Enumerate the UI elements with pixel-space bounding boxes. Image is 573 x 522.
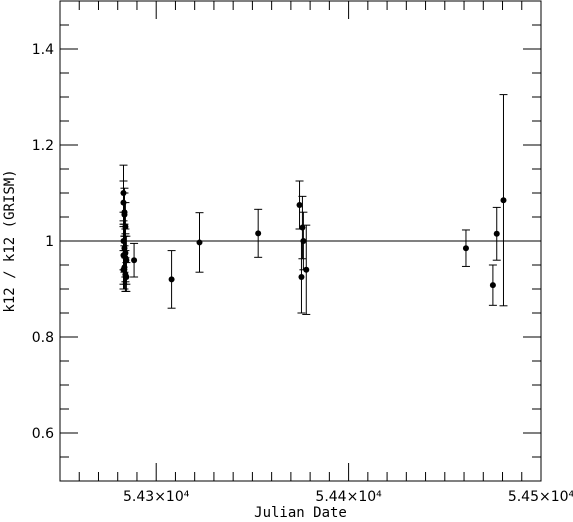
data-marker xyxy=(500,197,507,204)
data-marker xyxy=(300,238,307,244)
data-marker xyxy=(131,257,138,264)
data-marker xyxy=(489,282,496,289)
data-marker xyxy=(255,230,262,237)
data-point xyxy=(195,212,204,273)
y-tick-label: 0.6 xyxy=(32,426,54,442)
data-point xyxy=(122,262,131,292)
data-point xyxy=(461,229,470,267)
data-series xyxy=(119,94,508,315)
data-point xyxy=(130,242,139,278)
data-marker xyxy=(123,257,130,264)
data-marker xyxy=(298,274,305,280)
data-point xyxy=(298,195,307,260)
data-marker xyxy=(121,211,128,218)
data-marker xyxy=(123,274,130,280)
y-axis-label: k12 / k12 (GRISM) xyxy=(2,169,18,312)
data-point xyxy=(499,94,508,307)
x-axis: 5.43×10⁴ 5.44×10⁴ 5.45×10⁴ xyxy=(59,1,573,505)
data-marker xyxy=(299,224,306,231)
y-tick-label: 1 xyxy=(45,234,54,250)
y-tick-label: 0.8 xyxy=(32,330,54,346)
data-point xyxy=(167,250,176,309)
data-point xyxy=(297,240,306,314)
data-marker xyxy=(196,239,203,246)
data-marker xyxy=(493,230,500,237)
data-marker xyxy=(462,245,469,252)
data-marker xyxy=(168,276,175,283)
data-point xyxy=(254,208,263,258)
x-axis-label: Julian Date xyxy=(254,505,347,521)
x-tick-label: 5.45×10⁴ xyxy=(508,489,573,505)
data-point xyxy=(492,206,501,261)
data-marker xyxy=(296,202,303,208)
y-tick-label: 1.4 xyxy=(32,42,54,58)
data-point xyxy=(488,264,497,306)
x-tick-label: 5.44×10⁴ xyxy=(315,489,382,505)
data-point xyxy=(302,224,311,315)
data-point xyxy=(295,180,304,230)
x-tick-label: 5.43×10⁴ xyxy=(123,489,190,505)
data-marker xyxy=(303,266,310,273)
y-tick-label: 1.2 xyxy=(32,138,54,154)
